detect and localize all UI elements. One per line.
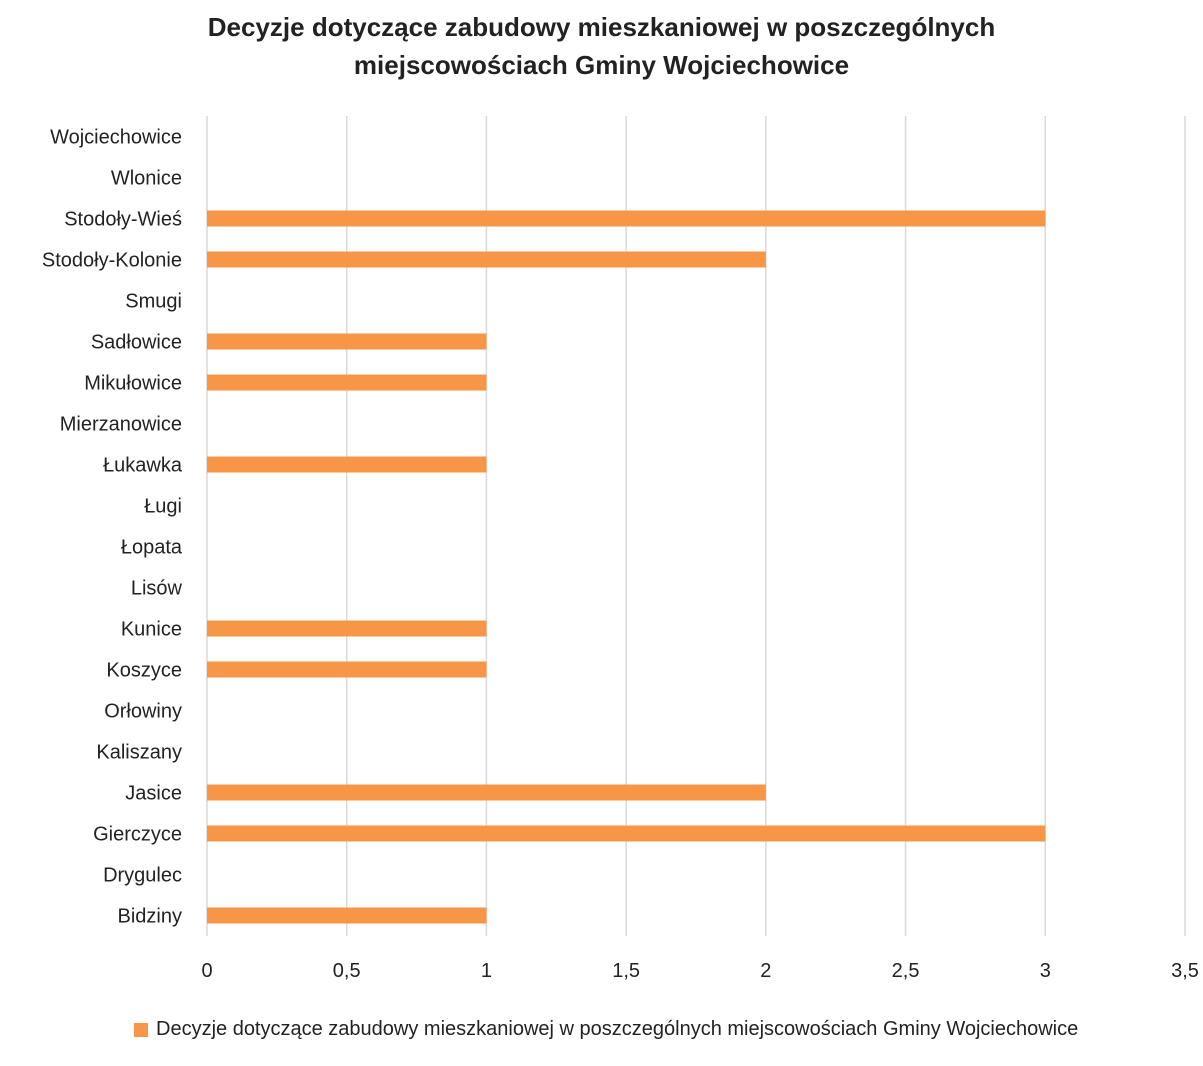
bar bbox=[207, 825, 1046, 842]
chart-title: Decyzje dotyczące zabudowy mieszkaniowej… bbox=[0, 8, 1203, 84]
bar bbox=[207, 661, 487, 678]
x-tick-label: 0,5 bbox=[333, 960, 361, 982]
y-category-label: Sadłowice bbox=[91, 332, 182, 354]
y-category-label: Orłowiny bbox=[104, 701, 182, 723]
y-category-label: Mikułowice bbox=[84, 373, 182, 395]
y-category-label: Łopata bbox=[121, 537, 183, 559]
legend-swatch bbox=[134, 1023, 148, 1037]
y-category-label: Stodoły-Kolonie bbox=[42, 250, 182, 272]
bar bbox=[207, 784, 766, 801]
y-category-label: Gierczyce bbox=[93, 824, 182, 846]
y-category-label: Stodoły-Wieś bbox=[64, 209, 182, 231]
x-tick-label: 2,5 bbox=[892, 960, 920, 982]
y-category-label: Koszyce bbox=[106, 660, 182, 682]
bar bbox=[207, 251, 766, 268]
bar bbox=[207, 333, 487, 350]
bar bbox=[207, 374, 487, 391]
y-category-label: Kunice bbox=[121, 619, 182, 641]
y-category-label: Ługi bbox=[144, 496, 182, 518]
y-category-label: Mierzanowice bbox=[60, 414, 182, 436]
y-category-label: Kaliszany bbox=[96, 742, 182, 764]
y-category-label: Wlonice bbox=[111, 168, 182, 190]
x-tick-label: 3,5 bbox=[1171, 960, 1199, 982]
bar bbox=[207, 456, 487, 473]
y-category-label: Lisów bbox=[131, 578, 183, 600]
y-category-label: Wojciechowice bbox=[50, 127, 182, 149]
x-tick-label: 1 bbox=[481, 960, 492, 982]
y-category-label: Smugi bbox=[125, 291, 182, 313]
bar bbox=[207, 907, 487, 924]
y-category-label: Jasice bbox=[125, 783, 182, 805]
chart-title-line-1: Decyzje dotyczące zabudowy mieszkaniowej… bbox=[207, 12, 996, 42]
legend-label: Decyzje dotyczące zabudowy mieszkaniowej… bbox=[156, 1018, 1079, 1040]
x-tick-label: 1,5 bbox=[612, 960, 640, 982]
y-category-label: Bidziny bbox=[118, 906, 182, 928]
x-tick-label: 0 bbox=[201, 960, 212, 982]
x-tick-label: 3 bbox=[1040, 960, 1051, 982]
bar bbox=[207, 620, 487, 637]
y-category-label: Łukawka bbox=[103, 455, 183, 477]
bar bbox=[207, 210, 1046, 227]
y-category-label: Drygulec bbox=[103, 865, 182, 887]
chart-title-line-2: miejscowościach Gminy Wojciechowice bbox=[353, 50, 850, 80]
x-tick-label: 2 bbox=[760, 960, 771, 982]
